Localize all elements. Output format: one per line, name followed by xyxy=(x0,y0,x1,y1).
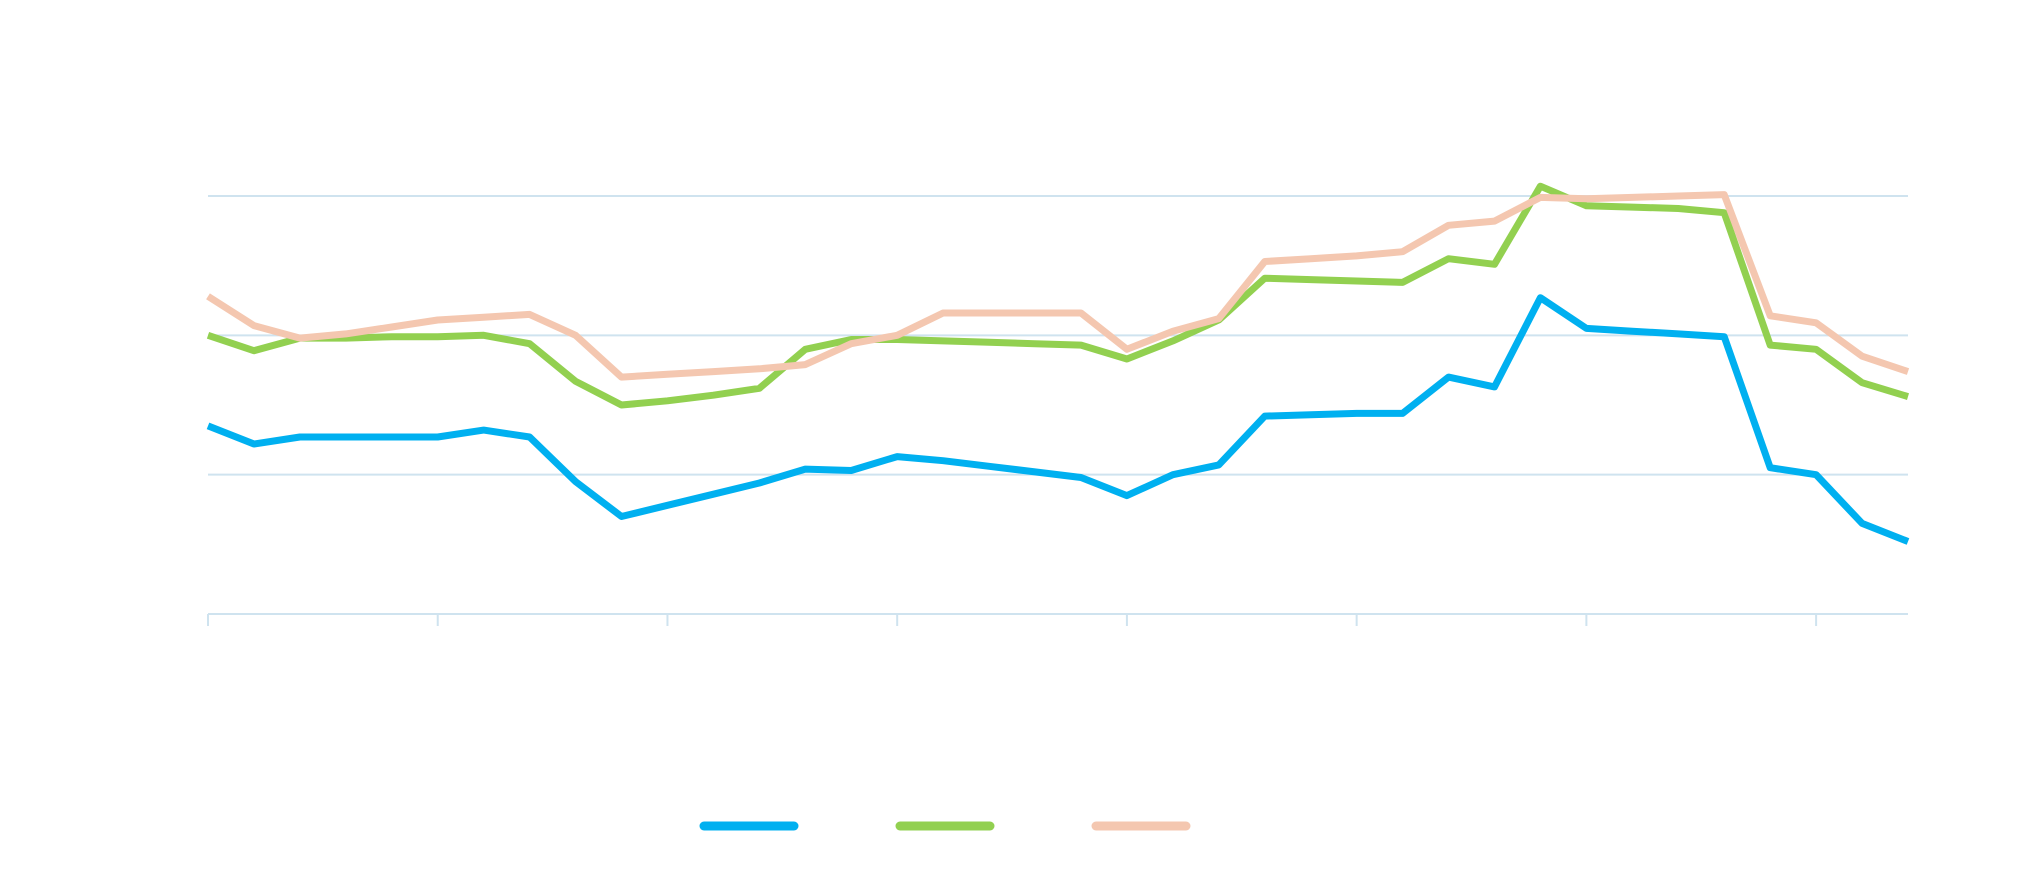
series-line-2 xyxy=(206,182,1910,409)
x-axis xyxy=(207,613,1908,626)
series-line-1 xyxy=(206,294,1910,545)
series-line-3 xyxy=(206,191,1910,381)
series-lines xyxy=(206,182,1910,545)
